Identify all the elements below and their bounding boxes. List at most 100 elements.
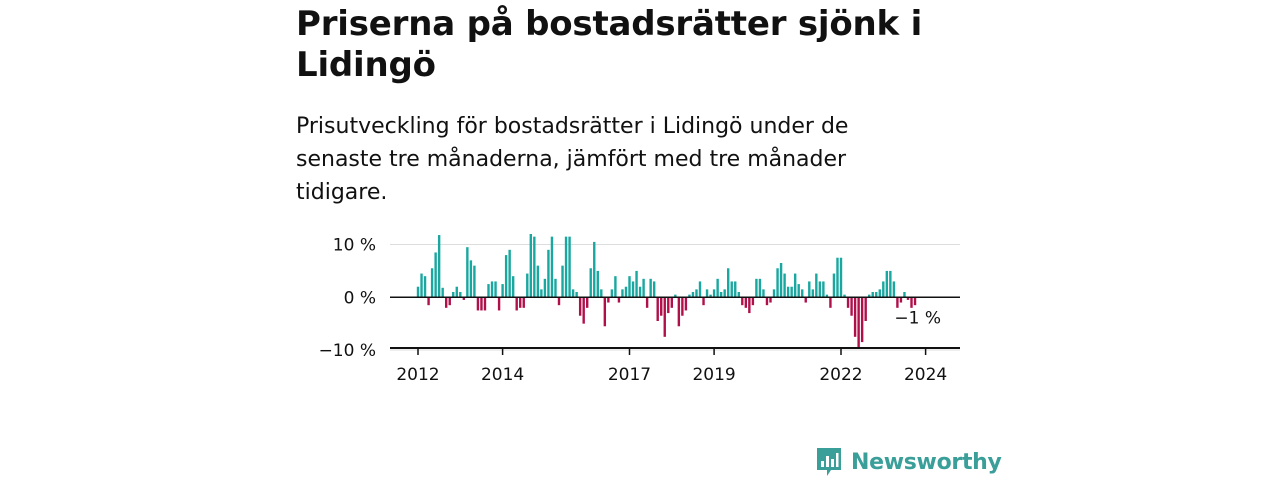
bar xyxy=(670,297,673,308)
bar xyxy=(836,257,839,298)
brand-name: Newsworthy xyxy=(851,449,1002,475)
bar xyxy=(540,289,543,298)
bar xyxy=(610,289,614,298)
bar xyxy=(621,289,624,298)
bar xyxy=(871,292,874,298)
bar xyxy=(850,297,853,316)
x-tick-label: 2022 xyxy=(819,365,862,385)
bar xyxy=(730,281,733,298)
bar xyxy=(501,284,504,298)
bar xyxy=(786,286,790,298)
bar xyxy=(638,286,642,298)
x-axis: 2012 2014 2017 2019 2022 2024 xyxy=(390,347,960,385)
bar xyxy=(751,297,755,306)
bar xyxy=(741,297,744,306)
bar xyxy=(882,281,885,298)
bar xyxy=(452,292,455,298)
bar xyxy=(737,292,740,298)
bar xyxy=(603,297,607,327)
bar xyxy=(864,297,867,321)
bar xyxy=(691,292,695,298)
bar xyxy=(677,297,681,327)
bar xyxy=(797,284,800,298)
bar xyxy=(494,281,497,298)
bar xyxy=(899,297,903,303)
bar xyxy=(698,281,702,298)
bar xyxy=(649,278,652,298)
bar xyxy=(511,276,515,298)
bar xyxy=(427,297,430,306)
bar xyxy=(896,297,899,308)
bar xyxy=(600,289,603,298)
bar xyxy=(808,281,811,298)
bar xyxy=(878,289,881,298)
bar xyxy=(832,273,836,298)
bar xyxy=(645,297,649,308)
bar xyxy=(815,273,818,298)
bar xyxy=(459,292,462,298)
bar xyxy=(804,297,807,303)
bar xyxy=(543,278,547,298)
gridlines xyxy=(390,244,960,351)
bar xyxy=(483,297,487,311)
bar xyxy=(656,297,659,321)
bar xyxy=(758,278,762,298)
bar xyxy=(554,278,557,298)
bar xyxy=(765,297,769,306)
bar xyxy=(441,287,444,298)
bar xyxy=(801,289,804,298)
bar xyxy=(762,289,765,298)
bar xyxy=(825,294,829,298)
bar xyxy=(660,297,663,316)
bar xyxy=(818,281,822,298)
bar xyxy=(709,294,712,298)
bar xyxy=(663,297,666,337)
bar xyxy=(719,292,723,298)
bar xyxy=(455,286,458,298)
bar xyxy=(903,292,906,298)
bar xyxy=(582,297,585,324)
bar xyxy=(519,297,522,308)
bar xyxy=(589,268,592,298)
bar xyxy=(445,297,448,308)
bar xyxy=(889,270,892,298)
bar xyxy=(793,273,797,298)
bar xyxy=(913,297,917,306)
bar xyxy=(857,297,860,348)
bar xyxy=(522,297,525,308)
bar xyxy=(473,265,476,298)
bar xyxy=(829,297,832,308)
bar xyxy=(906,297,910,300)
bar xyxy=(744,297,748,308)
bar xyxy=(607,297,610,303)
x-tick-label: 2012 xyxy=(396,365,439,385)
bar xyxy=(860,297,864,343)
bar xyxy=(681,297,684,316)
bar xyxy=(688,294,691,298)
bar xyxy=(674,294,677,298)
bars xyxy=(390,234,960,348)
bar xyxy=(497,297,501,311)
bar xyxy=(811,289,814,298)
bar xyxy=(437,235,441,298)
bar xyxy=(434,252,437,298)
newsworthy-logo: Newsworthy xyxy=(815,446,1002,478)
bar xyxy=(868,294,871,298)
bar xyxy=(846,297,850,308)
bar xyxy=(910,297,913,308)
bar xyxy=(727,268,730,298)
bar xyxy=(508,249,511,298)
bar xyxy=(430,268,434,298)
bar xyxy=(885,270,889,298)
annotations: −1 % xyxy=(894,308,941,328)
bar xyxy=(480,297,483,311)
bar xyxy=(529,234,532,298)
x-tick-label: 2014 xyxy=(481,365,524,385)
bar xyxy=(547,249,550,298)
bar xyxy=(571,289,575,298)
bar xyxy=(586,297,589,308)
bar xyxy=(448,297,451,306)
bar xyxy=(822,281,825,298)
bar xyxy=(769,297,772,303)
x-tick-label: 2017 xyxy=(608,365,651,385)
